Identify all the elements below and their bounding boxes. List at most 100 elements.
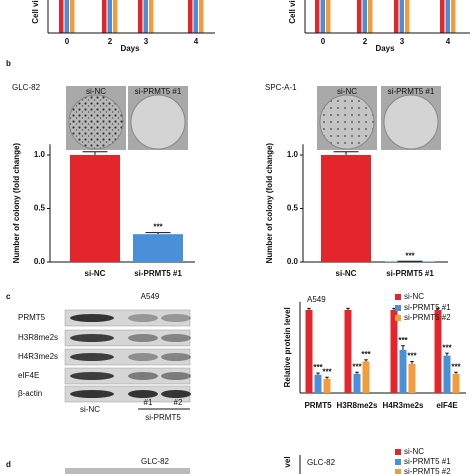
blot-band [70,372,114,380]
significance: *** [322,367,332,376]
y-tick-label: 0.0 [34,257,46,266]
cropped-bar [59,0,64,33]
panel-label: d [6,460,11,469]
blot-title: GLC-82 [141,457,170,466]
blot-band [128,372,158,380]
y-tick-label: 0.5 [34,204,46,213]
legend-swatch [395,315,401,321]
x-tick-label: 0 [65,37,70,46]
bar [353,373,361,393]
x-tick-label: 0 [321,37,326,46]
y-axis-label: Cell vi [31,0,40,24]
x-tick-label: 4 [446,37,451,46]
cropped-bar [357,0,362,33]
blot-band [70,353,114,361]
bar [362,361,370,393]
bar [321,155,371,262]
x-tick-label: 3 [144,37,149,46]
bar [443,355,451,393]
legend-swatch [395,449,401,455]
cropped-bar [362,0,367,33]
blot-band [161,314,191,322]
cropped-bar [113,0,118,33]
bar [408,363,416,393]
lane-group-label: si-PRMT5 [145,413,181,422]
bar [399,349,407,393]
blot-band [70,334,114,342]
x-tick-label: 3 [400,37,405,46]
blot-row-label: H3R8me2s [18,333,58,342]
legend-swatch [395,459,401,465]
blot-band [128,314,158,322]
cropped-bar [188,0,193,33]
significance: *** [313,363,323,372]
blot-row-label: eIF4E [18,371,39,380]
x-tick-label: PRMT5 [304,401,332,410]
x-tick-label: H3R8me2s [337,401,378,410]
legend-label: si-NC [404,292,424,301]
plate [68,94,124,150]
legend-label: si-NC [404,447,424,456]
plate-label: si-PRMT5 #1 [135,87,182,96]
x-tick-label: eIF4E [436,401,458,410]
cropped-bar [193,0,198,33]
y-axis-label: Relative protein level [283,307,292,387]
bar [70,155,120,262]
legend-swatch [395,305,401,311]
x-tick-label: si-PRMT5 #1 [134,269,182,278]
plate-label: si-NC [337,87,357,96]
chart-title: A549 [307,295,326,304]
blot-band [128,353,158,361]
plate [383,94,439,150]
x-tick-label: si-NC [85,269,106,278]
bar [344,310,352,393]
blot-band [70,390,114,398]
blot-strip [65,468,190,474]
blot-title: A549 [141,292,160,301]
y-axis-label: vel [283,456,292,467]
y-tick-label: 1.0 [287,150,299,159]
bar [434,310,442,393]
panel-label: b [6,59,11,68]
bar [452,373,460,393]
significance: *** [153,223,163,232]
bar [314,374,322,393]
cropped-bar [149,0,154,33]
blot-band [161,372,191,380]
cropped-bar [107,0,112,33]
cropped-bar [64,0,69,33]
significance: *** [405,251,415,260]
cropped-bar [199,0,204,33]
cropped-bar [102,0,107,33]
legend-swatch [395,294,401,300]
chart-title: SPC-A-1 [265,83,297,92]
significance: *** [352,362,362,371]
blot-band [161,390,191,398]
significance: *** [442,343,452,352]
cropped-bar [394,0,399,33]
blot-band [128,334,158,342]
blot-row-label: β-actin [18,389,42,398]
significance: *** [398,336,408,345]
significance: *** [451,362,461,371]
cropped-bar [368,0,373,33]
chart-title: GLC-82 [12,83,41,92]
x-tick-label: H4R3me2s [383,401,424,410]
cropped-bar [138,0,143,33]
chart-title: GLC-82 [307,458,336,467]
y-tick-label: 0.0 [287,257,299,266]
plate-label: si-NC [86,87,106,96]
y-axis-label: Cell vi [288,0,297,24]
y-axis-label: Number of colony (fold change) [12,143,21,264]
blot-row-label: PRMT5 [18,313,46,322]
lane-label: si-NC [80,405,100,414]
plate [130,94,186,150]
cropped-bar [315,0,320,33]
cropped-bar [320,0,325,33]
plate [319,94,375,150]
cropped-bar [445,0,450,33]
bar [323,378,331,393]
blot-band [128,390,158,398]
blot-band [161,353,191,361]
